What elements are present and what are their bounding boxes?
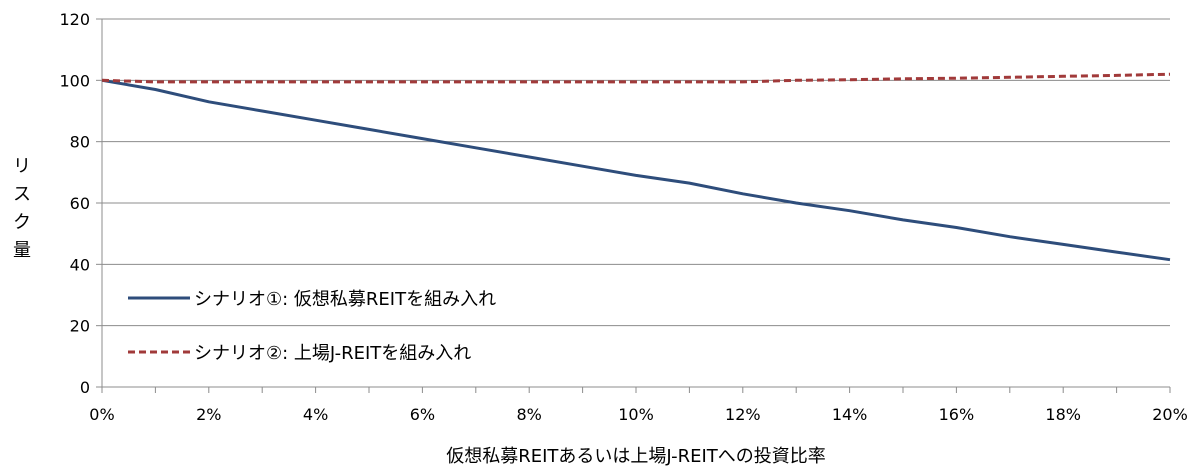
x-tick-label: 4%	[303, 405, 328, 424]
x-tick-label: 18%	[1045, 405, 1081, 424]
y-axis-ticks: 0 20 40 60 80 100 120	[59, 10, 102, 397]
series-line-1	[101, 78, 1171, 262]
x-tick-label: 8%	[517, 405, 542, 424]
y-axis-title-char: ク	[13, 212, 31, 233]
y-tick-label: 40	[70, 255, 90, 274]
y-tick-label: 60	[70, 194, 90, 213]
y-tick-label: 20	[70, 317, 90, 336]
x-tick-label: 14%	[832, 405, 868, 424]
y-tick-label: 0	[80, 378, 90, 397]
x-tick-label: 0%	[89, 405, 114, 424]
x-tick-label: 6%	[410, 405, 435, 424]
x-axis-title: 仮想私募REITあるいは上場J-REITへの投資比率	[446, 446, 826, 467]
legend-label-1: シナリオ①: 仮想私募REITを組み入れ	[194, 289, 496, 310]
x-tick-label: 16%	[939, 405, 975, 424]
x-tick-label: 2%	[196, 405, 221, 424]
grid-lines	[102, 18, 1170, 327]
x-axis-ticks: 0% 2% 4% 6% 8% 10% 12% 14% 16% 18% 20%	[89, 387, 1188, 424]
x-tick-label: 20%	[1152, 405, 1188, 424]
x-tick-label: 12%	[725, 405, 761, 424]
y-tick-label: 100	[59, 71, 90, 90]
legend-label-2: シナリオ②: 上場J-REITを組み入れ	[194, 343, 471, 364]
y-tick-label: 120	[59, 10, 90, 29]
series-line-2	[101, 72, 1171, 84]
y-axis-title-char: 量	[13, 240, 31, 261]
x-tick-label: 10%	[618, 405, 654, 424]
y-tick-label: 80	[70, 133, 90, 152]
series-lines	[101, 72, 1171, 262]
y-axis-title-char: ス	[13, 184, 31, 205]
y-axis-title-char: リ	[13, 156, 31, 177]
